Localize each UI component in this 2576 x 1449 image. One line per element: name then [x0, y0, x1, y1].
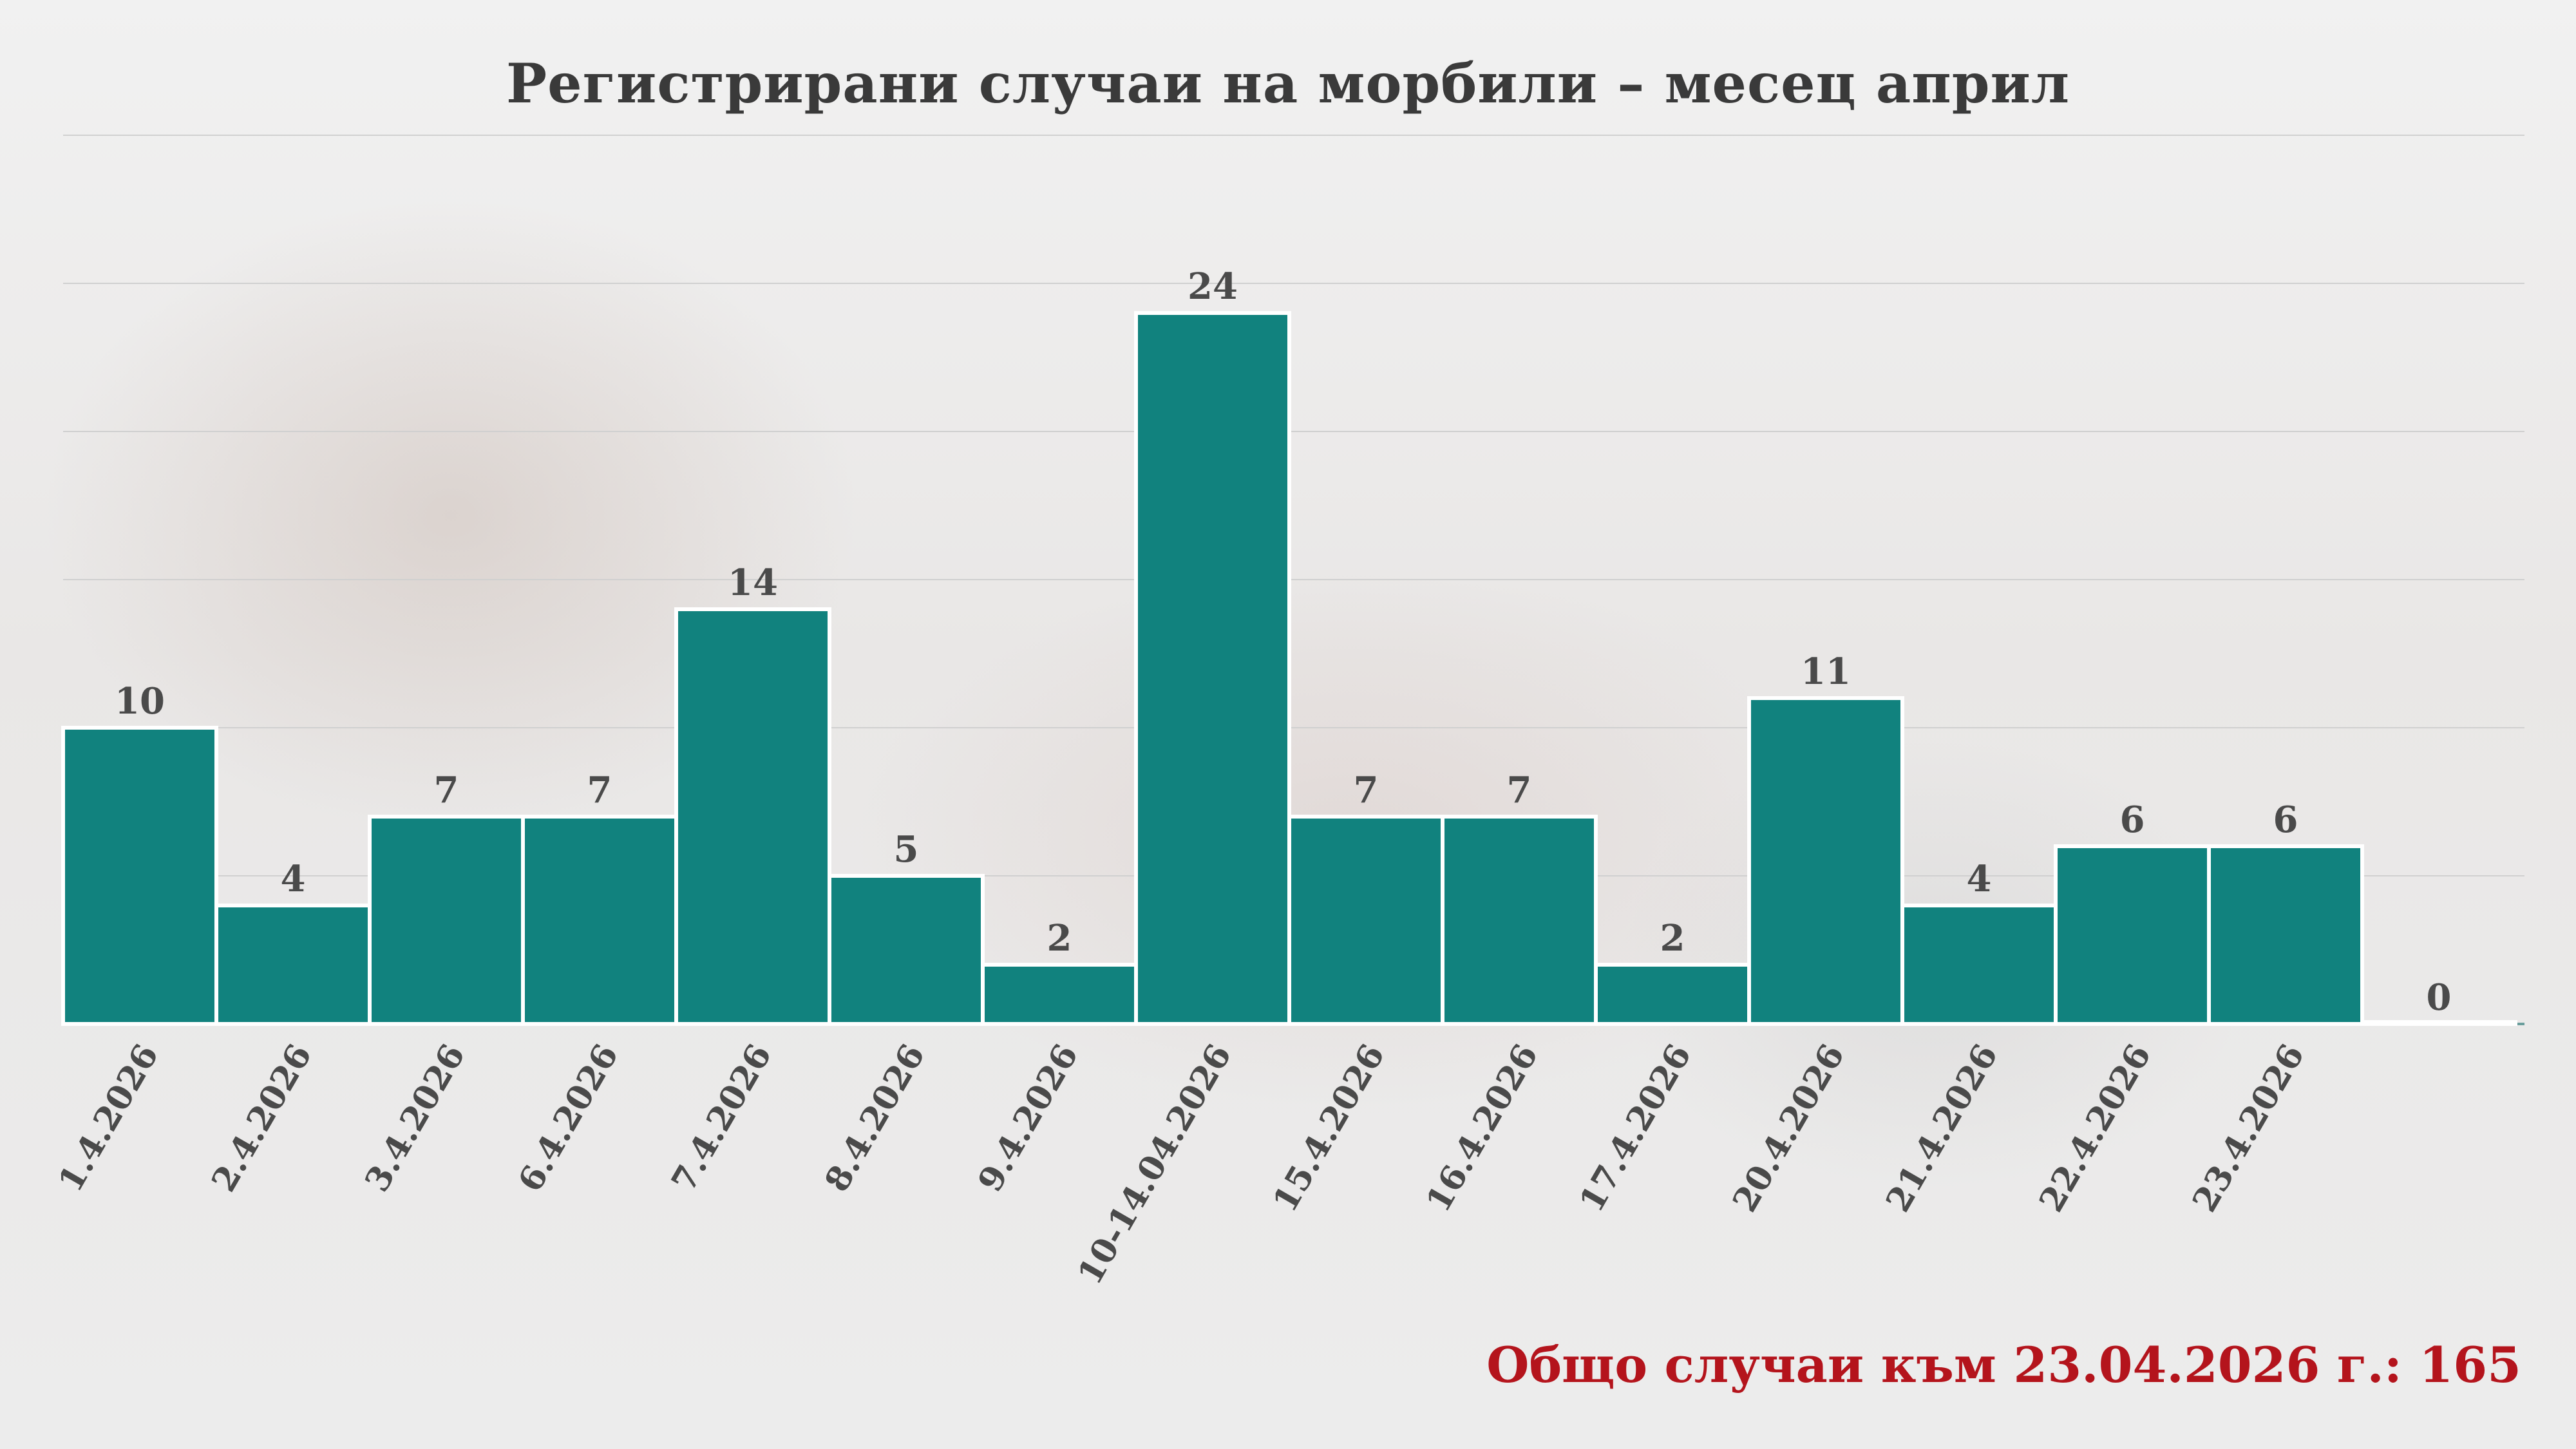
- bar: [1134, 311, 1291, 1026]
- x-tick-label: 20.4.2026: [1725, 1037, 1853, 1218]
- x-tick-label: 10-14.04.2026: [1070, 1037, 1240, 1291]
- bar-value-label: 2: [1047, 917, 1072, 960]
- bar-value-label: 14: [728, 562, 778, 604]
- bar-value-label: 7: [434, 769, 459, 811]
- bar: [368, 815, 525, 1026]
- bar-value-label: 4: [1967, 858, 1992, 900]
- bar: [981, 963, 1138, 1026]
- bar: [674, 607, 831, 1026]
- chart-title: Регистрирани случаи на морбили – месец а…: [506, 52, 2070, 115]
- x-tick-label: 2.4.2026: [204, 1037, 319, 1198]
- bar-value-label: 0: [2427, 976, 2452, 1019]
- x-tick-label: 8.4.2026: [817, 1037, 933, 1198]
- bar-value-label: 11: [1801, 650, 1851, 693]
- bar: [1287, 815, 1444, 1026]
- x-tick-label: 7.4.2026: [664, 1037, 779, 1198]
- x-tick-label: 21.4.2026: [1879, 1037, 2006, 1218]
- total-cases-text: Общо случаи към 23.04.2026 г.: 165: [1486, 1336, 2521, 1394]
- bar: [61, 726, 218, 1026]
- x-tick-label: 22.4.2026: [2032, 1037, 2159, 1218]
- bar: [2207, 844, 2364, 1026]
- x-tick-label: 1.4.2026: [51, 1037, 166, 1198]
- bar: [1747, 696, 1904, 1026]
- x-tick-label: 16.4.2026: [1419, 1037, 1546, 1218]
- bar: [2054, 844, 2211, 1026]
- bar: [214, 904, 372, 1026]
- x-tick-label: 6.4.2026: [511, 1037, 626, 1198]
- bar: [1441, 815, 1598, 1026]
- x-tick-label: 15.4.2026: [1265, 1037, 1393, 1218]
- x-tick-label: 9.4.2026: [971, 1037, 1086, 1198]
- bar-value-label: 6: [2273, 799, 2298, 841]
- bar-value-label: 24: [1188, 265, 1238, 308]
- bar: [1594, 963, 1751, 1026]
- x-tick-label: 17.4.2026: [1572, 1037, 1700, 1218]
- bar-value-label: 6: [2120, 799, 2145, 841]
- bar-value-label: 5: [894, 828, 919, 871]
- x-tick-label: 23.4.2026: [2185, 1037, 2313, 1218]
- bar-value-label: 7: [1354, 769, 1379, 811]
- bar: [1900, 904, 2058, 1026]
- x-tick-label: 3.4.2026: [357, 1037, 473, 1198]
- bar-value-label: 10: [115, 680, 165, 723]
- bar-value-label: 7: [587, 769, 612, 811]
- bar: [828, 874, 985, 1026]
- bar: [521, 815, 678, 1026]
- bar-value-label: 7: [1507, 769, 1532, 811]
- bars: [61, 311, 2517, 1026]
- bar-value-label: 2: [1660, 917, 1685, 960]
- x-tick-labels: 1.4.2026 2.4.2026 3.4.2026 6.4.2026 7.4.2026…: [51, 1037, 2312, 1291]
- value-labels: 10 4 7 7 14 5 2 24 7 7 2 11 4 6 6 0: [115, 265, 2451, 1019]
- bar-value-label: 4: [281, 858, 306, 900]
- bar: [2360, 1020, 2517, 1026]
